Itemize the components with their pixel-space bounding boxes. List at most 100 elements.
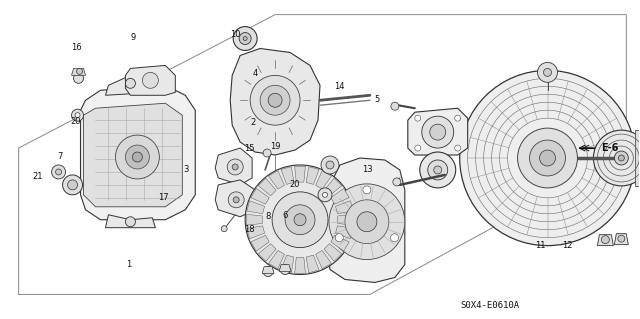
Circle shape — [357, 212, 377, 232]
Polygon shape — [614, 234, 628, 245]
Polygon shape — [324, 244, 342, 261]
Text: 1: 1 — [126, 260, 131, 269]
Text: 14: 14 — [334, 82, 344, 91]
Polygon shape — [247, 226, 264, 239]
Text: 21: 21 — [33, 173, 43, 182]
Circle shape — [321, 156, 339, 174]
Polygon shape — [81, 85, 195, 220]
Circle shape — [52, 165, 65, 179]
Circle shape — [391, 102, 399, 110]
Circle shape — [68, 180, 77, 190]
Circle shape — [454, 115, 461, 121]
Polygon shape — [269, 171, 284, 189]
Polygon shape — [281, 255, 294, 273]
Circle shape — [430, 124, 445, 140]
Text: 17: 17 — [158, 193, 169, 202]
Circle shape — [115, 135, 159, 179]
Text: 2: 2 — [250, 118, 255, 128]
Circle shape — [618, 235, 625, 242]
Circle shape — [77, 68, 83, 74]
Circle shape — [518, 128, 577, 188]
Circle shape — [323, 192, 328, 197]
Polygon shape — [125, 65, 175, 95]
Polygon shape — [294, 166, 305, 182]
Polygon shape — [72, 68, 86, 75]
Text: 18: 18 — [244, 225, 255, 234]
Polygon shape — [247, 201, 264, 214]
Circle shape — [618, 155, 625, 161]
Circle shape — [56, 169, 61, 175]
Circle shape — [233, 26, 257, 50]
Circle shape — [75, 113, 80, 118]
Polygon shape — [324, 178, 342, 196]
Polygon shape — [262, 267, 274, 273]
Polygon shape — [327, 158, 405, 282]
Circle shape — [329, 184, 405, 260]
Circle shape — [614, 151, 628, 165]
Circle shape — [233, 197, 239, 203]
Circle shape — [263, 267, 273, 277]
Circle shape — [250, 75, 300, 125]
Circle shape — [393, 178, 401, 186]
Circle shape — [529, 140, 566, 176]
Polygon shape — [306, 167, 319, 184]
Circle shape — [294, 214, 306, 226]
Circle shape — [263, 149, 271, 157]
Polygon shape — [215, 180, 255, 217]
Polygon shape — [106, 75, 156, 95]
Polygon shape — [338, 214, 354, 225]
Polygon shape — [259, 244, 276, 261]
Circle shape — [280, 264, 290, 274]
Text: 19: 19 — [270, 142, 280, 151]
Circle shape — [227, 159, 243, 175]
Circle shape — [228, 192, 244, 208]
Polygon shape — [246, 214, 262, 225]
Text: 9: 9 — [131, 33, 136, 42]
Circle shape — [74, 73, 83, 83]
Circle shape — [390, 234, 399, 241]
Circle shape — [543, 68, 552, 76]
Circle shape — [142, 72, 158, 88]
Circle shape — [268, 93, 282, 107]
Polygon shape — [251, 188, 269, 204]
Polygon shape — [335, 226, 353, 239]
Polygon shape — [230, 48, 320, 155]
Circle shape — [415, 145, 420, 151]
Circle shape — [434, 166, 442, 174]
Polygon shape — [408, 108, 468, 155]
Text: E-6: E-6 — [602, 143, 619, 153]
Polygon shape — [636, 130, 639, 186]
Circle shape — [132, 152, 142, 162]
Text: 5: 5 — [375, 95, 380, 104]
Circle shape — [239, 33, 251, 45]
Circle shape — [272, 192, 328, 248]
Circle shape — [460, 70, 636, 246]
Polygon shape — [331, 235, 349, 251]
Text: 20: 20 — [289, 181, 300, 189]
Circle shape — [593, 130, 640, 186]
Circle shape — [538, 63, 557, 82]
Circle shape — [232, 164, 238, 170]
Circle shape — [454, 145, 461, 151]
Text: 6: 6 — [282, 211, 287, 219]
Text: 7: 7 — [58, 152, 63, 161]
Circle shape — [326, 161, 334, 169]
Circle shape — [363, 186, 371, 194]
Text: 15: 15 — [244, 144, 255, 153]
Circle shape — [285, 205, 315, 235]
Circle shape — [345, 200, 389, 244]
Polygon shape — [597, 235, 613, 246]
Text: 4: 4 — [252, 69, 257, 78]
Circle shape — [245, 165, 355, 274]
Text: 10: 10 — [230, 31, 240, 40]
Circle shape — [540, 150, 556, 166]
Polygon shape — [259, 178, 276, 196]
Polygon shape — [251, 235, 269, 251]
Text: 16: 16 — [71, 43, 81, 52]
Circle shape — [221, 226, 227, 232]
Polygon shape — [316, 250, 332, 269]
Circle shape — [63, 175, 83, 195]
Circle shape — [243, 37, 247, 41]
Circle shape — [602, 236, 609, 244]
Circle shape — [125, 78, 136, 88]
